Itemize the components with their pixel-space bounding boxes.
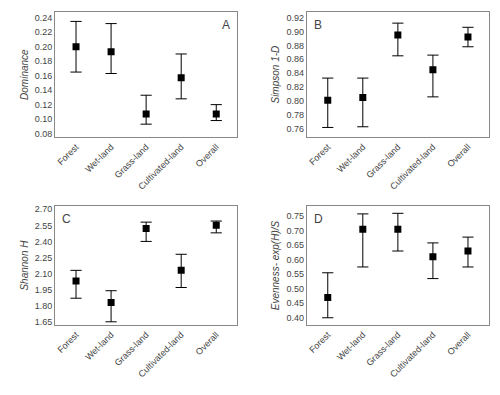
svg-text:0.82: 0.82 bbox=[286, 82, 304, 92]
svg-text:Cultivated-land: Cultivated-land bbox=[388, 330, 438, 380]
svg-text:2.70: 2.70 bbox=[35, 204, 53, 214]
svg-text:0.86: 0.86 bbox=[286, 54, 304, 64]
svg-text:Grass-land: Grass-land bbox=[364, 330, 402, 368]
svg-text:Grass-land: Grass-land bbox=[113, 142, 151, 180]
svg-text:Shannon H: Shannon H bbox=[19, 240, 30, 291]
svg-text:0.60: 0.60 bbox=[286, 255, 304, 265]
svg-text:Wet-land: Wet-land bbox=[83, 330, 115, 362]
svg-text:Wet-land: Wet-land bbox=[83, 142, 115, 174]
svg-text:Overall: Overall bbox=[194, 330, 221, 357]
svg-text:0.14: 0.14 bbox=[35, 85, 53, 95]
svg-text:A: A bbox=[222, 18, 230, 32]
svg-text:Overall: Overall bbox=[194, 142, 221, 169]
svg-text:1.65: 1.65 bbox=[35, 317, 53, 327]
svg-text:0.90: 0.90 bbox=[286, 27, 304, 37]
svg-text:0.78: 0.78 bbox=[286, 110, 304, 120]
svg-text:0.80: 0.80 bbox=[286, 96, 304, 106]
svg-text:Wet-land: Wet-land bbox=[335, 142, 367, 174]
svg-text:Cultivated-land: Cultivated-land bbox=[388, 142, 438, 192]
svg-text:Cultivated-land: Cultivated-land bbox=[136, 142, 186, 192]
svg-text:2.55: 2.55 bbox=[35, 221, 53, 231]
svg-text:C: C bbox=[62, 212, 71, 226]
svg-text:0.88: 0.88 bbox=[286, 41, 304, 51]
svg-text:Grass-land: Grass-land bbox=[364, 142, 402, 180]
svg-text:1.95: 1.95 bbox=[35, 285, 53, 295]
svg-text:Forest: Forest bbox=[307, 142, 332, 167]
svg-text:B: B bbox=[314, 18, 322, 32]
svg-text:0.65: 0.65 bbox=[286, 240, 304, 250]
svg-text:0.16: 0.16 bbox=[35, 71, 53, 81]
svg-text:2.10: 2.10 bbox=[35, 269, 53, 279]
svg-text:0.08: 0.08 bbox=[35, 129, 53, 139]
svg-text:0.12: 0.12 bbox=[35, 100, 53, 110]
svg-text:1.80: 1.80 bbox=[35, 301, 53, 311]
svg-text:2.25: 2.25 bbox=[35, 253, 53, 263]
svg-text:0.50: 0.50 bbox=[286, 284, 304, 294]
svg-text:0.84: 0.84 bbox=[286, 68, 304, 78]
svg-text:0.20: 0.20 bbox=[35, 42, 53, 52]
svg-text:0.55: 0.55 bbox=[286, 269, 304, 279]
svg-text:Cultivated-land: Cultivated-land bbox=[136, 330, 186, 380]
svg-text:0.70: 0.70 bbox=[286, 226, 304, 236]
svg-text:Overall: Overall bbox=[445, 330, 472, 357]
svg-text:Dominance: Dominance bbox=[19, 49, 30, 100]
svg-text:2.40: 2.40 bbox=[35, 237, 53, 247]
svg-text:Forest: Forest bbox=[56, 329, 81, 354]
svg-text:0.75: 0.75 bbox=[286, 211, 304, 221]
svg-text:0.40: 0.40 bbox=[286, 313, 304, 323]
svg-text:0.92: 0.92 bbox=[286, 13, 304, 23]
svg-text:Forest: Forest bbox=[307, 329, 332, 354]
svg-text:0.45: 0.45 bbox=[286, 298, 304, 308]
svg-text:0.76: 0.76 bbox=[286, 124, 304, 134]
svg-text:Simpson 1-D: Simpson 1-D bbox=[270, 46, 281, 104]
svg-text:Wet-land: Wet-land bbox=[335, 330, 367, 362]
svg-text:D: D bbox=[314, 212, 323, 226]
svg-text:Overall: Overall bbox=[445, 142, 472, 169]
svg-text:0.10: 0.10 bbox=[35, 114, 53, 124]
svg-text:0.18: 0.18 bbox=[35, 56, 53, 66]
svg-text:Forest: Forest bbox=[56, 142, 81, 167]
svg-text:Grass-land: Grass-land bbox=[113, 330, 151, 368]
svg-text:0.22: 0.22 bbox=[35, 27, 53, 37]
svg-text:Evenness- exp(H)/S: Evenness- exp(H)/S bbox=[270, 220, 281, 310]
svg-text:0.24: 0.24 bbox=[35, 13, 53, 23]
